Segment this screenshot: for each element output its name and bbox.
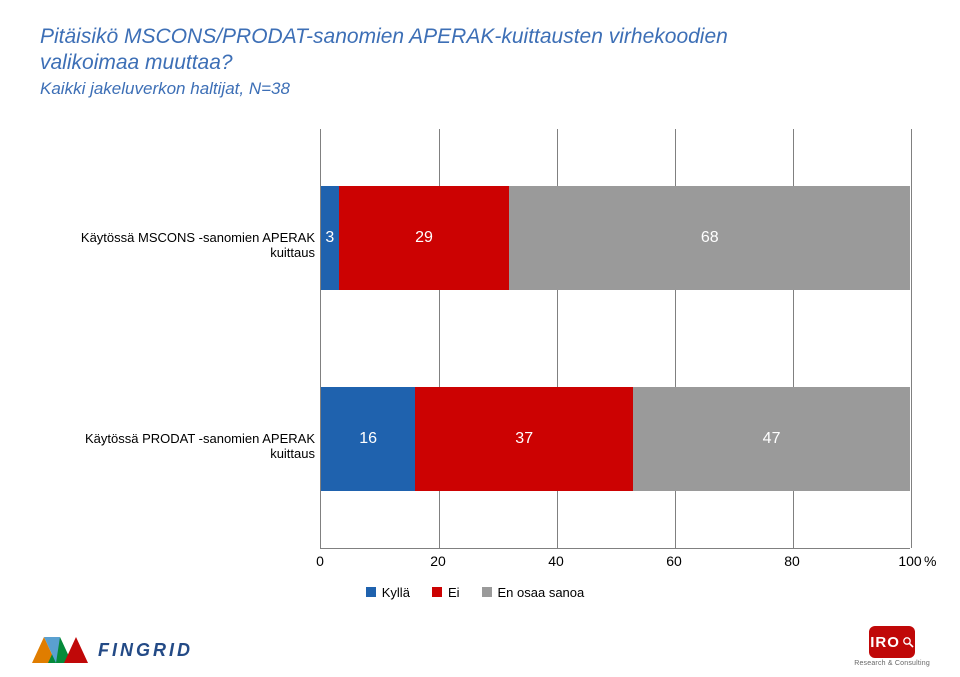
- legend-label: Ei: [448, 585, 460, 600]
- stacked-bar: 32968: [321, 186, 910, 290]
- subtitle: Kaikki jakeluverkon haltijat, N=38: [40, 79, 920, 99]
- xaxis-tick-label: 80: [784, 553, 800, 569]
- legend-swatch: [482, 587, 492, 597]
- legend-item: En osaa sanoa: [482, 585, 585, 600]
- iro-text: IRO: [870, 634, 900, 651]
- bar-segment: 29: [339, 186, 510, 290]
- iro-subtext: Research & Consulting: [854, 660, 930, 667]
- title-line2: valikoimaa muuttaa?: [40, 51, 233, 74]
- iro-logo: IRO Research & Consulting: [854, 626, 930, 667]
- bar-segment: 3: [321, 186, 339, 290]
- fingrid-logo: FINGRID: [30, 633, 193, 667]
- fingrid-text: FINGRID: [98, 640, 193, 661]
- bar-segment: 68: [509, 186, 910, 290]
- bar-segment: 47: [633, 387, 910, 491]
- row-label: Käytössä PRODAT -sanomien APERAK kuittau…: [41, 431, 315, 461]
- xaxis-tick-label: 0: [316, 553, 324, 569]
- legend-item: Kyllä: [366, 585, 410, 600]
- percent-symbol: %: [924, 553, 936, 569]
- legend-item: Ei: [432, 585, 460, 600]
- title-line1: Pitäisikö MSCONS/PRODAT-sanomien APERAK-…: [40, 25, 728, 48]
- legend-label: Kyllä: [382, 585, 410, 600]
- legend-swatch: [432, 587, 442, 597]
- xaxis-tick-label: 60: [666, 553, 682, 569]
- xaxis-tick-label: 20: [430, 553, 446, 569]
- chart-legend: Kyllä Ei En osaa sanoa: [40, 585, 910, 600]
- fingrid-icon: [30, 633, 90, 667]
- xaxis-tick-label: 40: [548, 553, 564, 569]
- legend-swatch: [366, 587, 376, 597]
- row-label: Käytössä MSCONS -sanomien APERAK kuittau…: [41, 230, 315, 260]
- chart: 32968Käytössä MSCONS -sanomien APERAK ku…: [40, 129, 910, 600]
- chart-row: 32968: [321, 186, 910, 290]
- gridline: [911, 129, 912, 548]
- iro-magnifier-icon: [902, 636, 914, 648]
- chart-xaxis: 020406080100%: [320, 549, 910, 571]
- chart-row: 163747: [321, 387, 910, 491]
- xaxis-tick-label: 100: [898, 553, 921, 569]
- bar-segment: 16: [321, 387, 415, 491]
- bar-segment: 37: [415, 387, 633, 491]
- iro-box: IRO: [869, 626, 915, 658]
- chart-plot: 32968Käytössä MSCONS -sanomien APERAK ku…: [320, 129, 910, 549]
- footer-logos: FINGRID IRO Research & Consulting: [30, 626, 930, 667]
- stacked-bar: 163747: [321, 387, 910, 491]
- legend-label: En osaa sanoa: [498, 585, 585, 600]
